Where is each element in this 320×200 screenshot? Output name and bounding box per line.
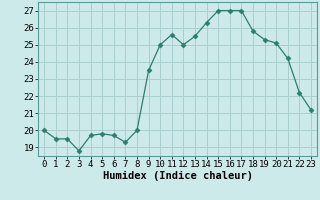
X-axis label: Humidex (Indice chaleur): Humidex (Indice chaleur) [103, 171, 252, 181]
